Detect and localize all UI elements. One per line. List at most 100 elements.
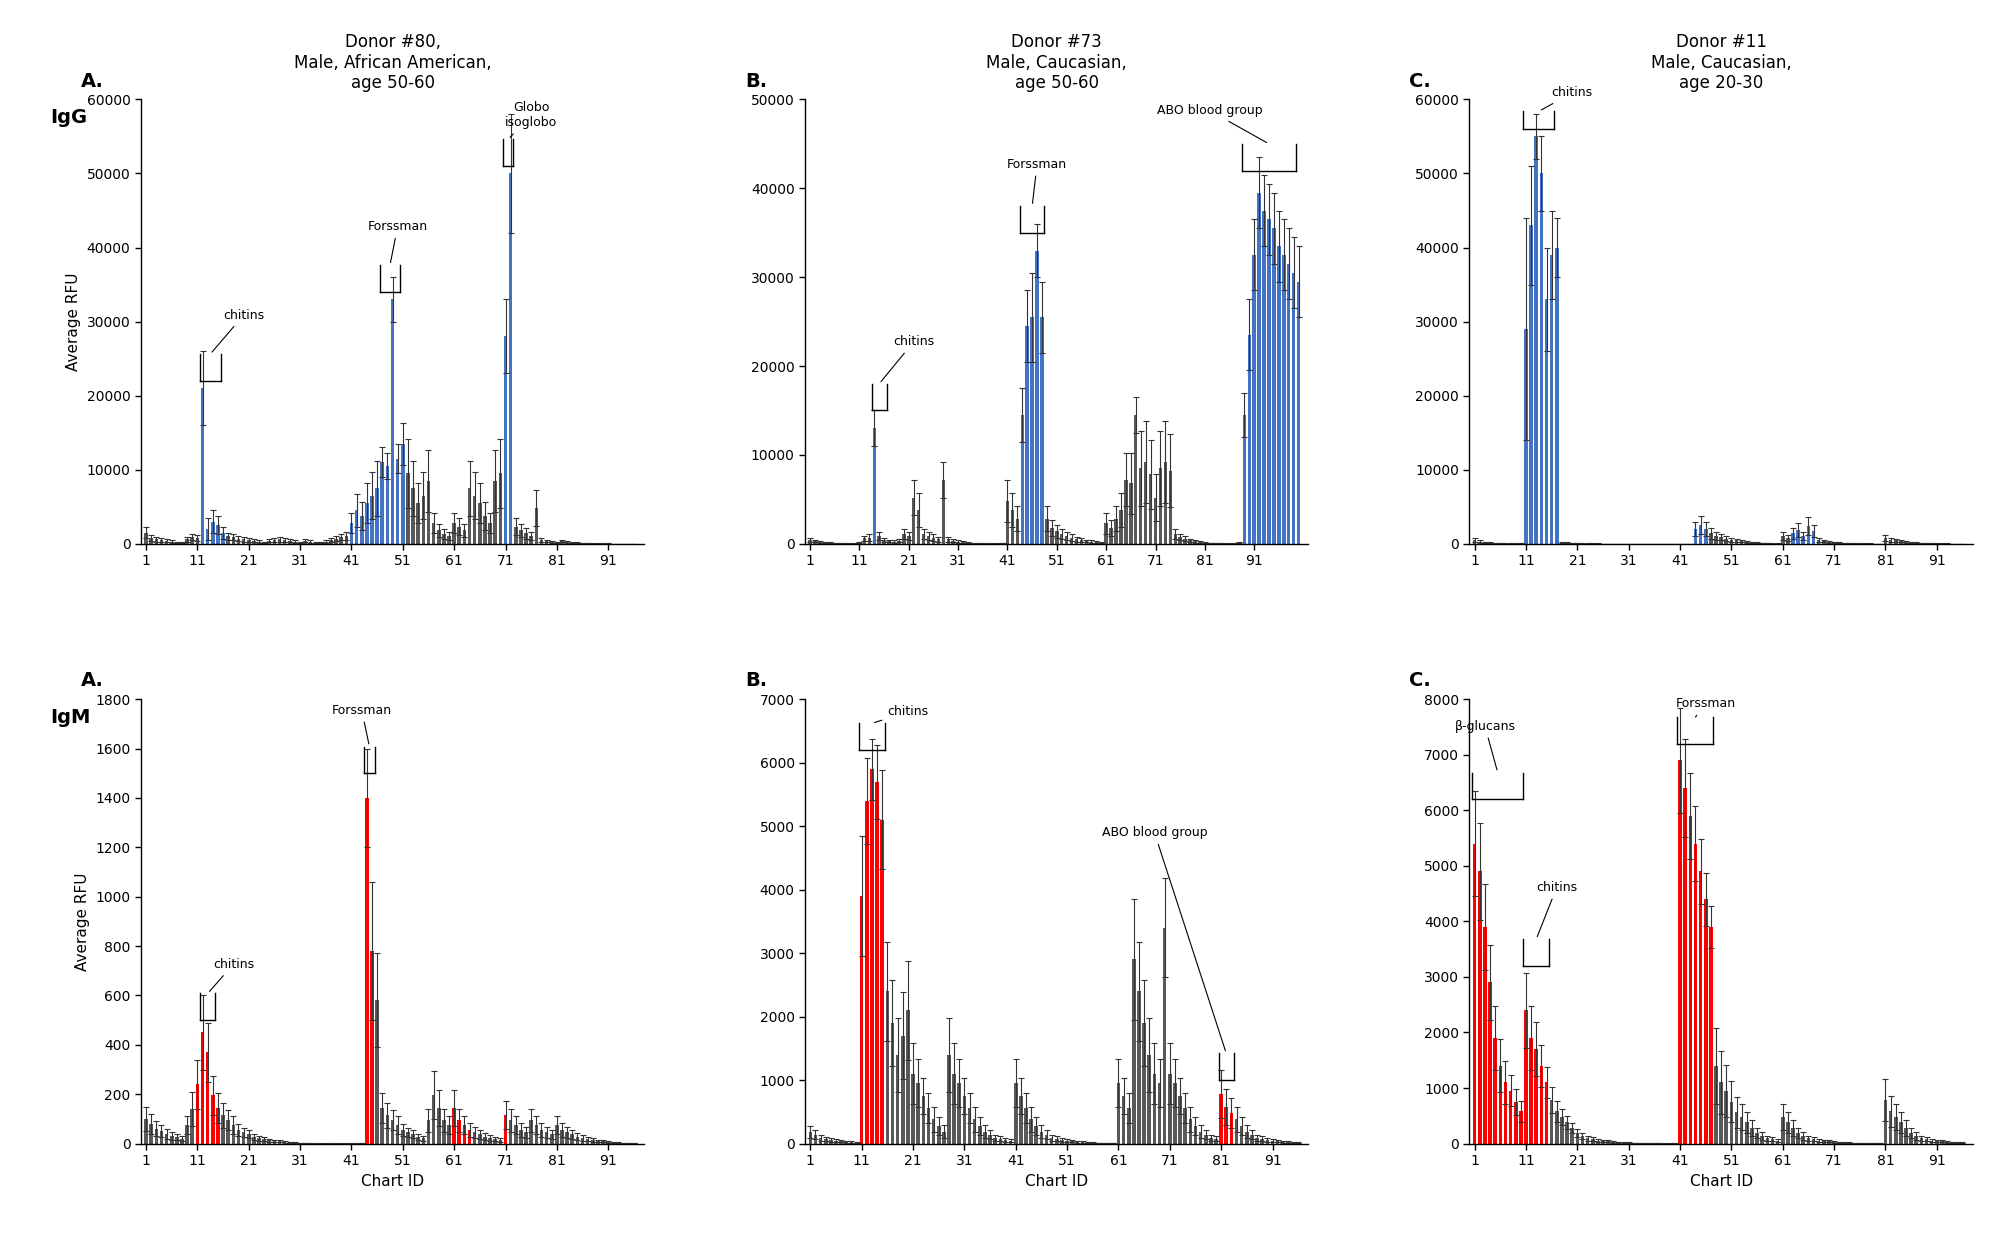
Bar: [175, 1137, 179, 1144]
Bar: [1149, 475, 1151, 543]
Bar: [1194, 1126, 1198, 1144]
Bar: [1782, 536, 1786, 543]
Bar: [880, 820, 884, 1144]
Bar: [1560, 1117, 1564, 1144]
Bar: [1745, 542, 1749, 543]
Bar: [411, 488, 415, 543]
Bar: [1908, 1134, 1912, 1144]
Bar: [1061, 1140, 1063, 1144]
Bar: [1725, 1091, 1727, 1144]
Bar: [1178, 537, 1182, 543]
Bar: [1510, 1091, 1512, 1144]
Bar: [1069, 537, 1073, 543]
Bar: [447, 1125, 451, 1144]
Text: Globo
isoglobo: Globo isoglobo: [505, 101, 558, 138]
Bar: [858, 542, 862, 543]
Bar: [1035, 1126, 1039, 1144]
Bar: [1683, 788, 1687, 1144]
Bar: [1898, 1122, 1902, 1144]
Bar: [1011, 510, 1015, 543]
Bar: [902, 534, 906, 543]
Bar: [1280, 1142, 1284, 1144]
Bar: [1920, 1139, 1922, 1144]
Bar: [417, 503, 421, 543]
Text: A.: A.: [81, 72, 103, 91]
Bar: [1796, 1134, 1800, 1144]
Bar: [1729, 539, 1733, 543]
Bar: [1478, 871, 1482, 1144]
Bar: [890, 1023, 894, 1144]
Bar: [1031, 317, 1035, 543]
Bar: [1061, 534, 1063, 543]
Bar: [1530, 1038, 1534, 1144]
Bar: [896, 1055, 900, 1144]
Bar: [1739, 541, 1743, 543]
Bar: [1004, 1140, 1006, 1144]
Bar: [1474, 539, 1476, 543]
Bar: [1029, 1120, 1033, 1144]
Bar: [350, 523, 352, 543]
Bar: [596, 1141, 600, 1144]
Bar: [1729, 1101, 1733, 1144]
Bar: [962, 542, 964, 543]
Bar: [922, 1096, 926, 1144]
Bar: [888, 541, 892, 543]
Bar: [181, 1139, 183, 1144]
Bar: [1276, 246, 1280, 543]
Bar: [242, 539, 246, 543]
X-axis label: Chart ID: Chart ID: [360, 1173, 425, 1188]
Bar: [1184, 539, 1188, 543]
Bar: [529, 1120, 533, 1144]
Bar: [1884, 1100, 1888, 1144]
Bar: [1796, 530, 1800, 543]
Bar: [284, 539, 286, 543]
Bar: [248, 539, 250, 543]
Bar: [360, 516, 364, 543]
Bar: [602, 1141, 604, 1144]
Bar: [1544, 1083, 1548, 1144]
Bar: [1204, 1135, 1208, 1144]
Bar: [876, 782, 880, 1144]
Bar: [1703, 530, 1707, 543]
Bar: [1065, 1141, 1069, 1144]
Bar: [1735, 541, 1739, 543]
Bar: [1194, 541, 1196, 543]
Bar: [1709, 927, 1713, 1144]
Bar: [284, 1142, 286, 1144]
Bar: [1828, 542, 1830, 543]
Bar: [238, 538, 240, 543]
Bar: [340, 537, 342, 543]
Bar: [1775, 1141, 1779, 1144]
Bar: [397, 459, 399, 543]
Bar: [391, 300, 395, 543]
Bar: [1159, 469, 1162, 543]
Bar: [328, 539, 332, 543]
Bar: [513, 1125, 517, 1144]
Bar: [1596, 1141, 1600, 1144]
Bar: [1832, 542, 1836, 543]
Bar: [215, 526, 219, 543]
Bar: [1123, 480, 1127, 543]
Bar: [1119, 510, 1123, 543]
Bar: [278, 1141, 282, 1144]
Bar: [1679, 761, 1681, 1144]
Bar: [1296, 282, 1300, 543]
Bar: [1039, 1131, 1043, 1144]
Bar: [467, 488, 471, 543]
Bar: [1904, 542, 1908, 543]
Bar: [314, 542, 318, 543]
Bar: [1520, 1111, 1522, 1144]
Bar: [1693, 844, 1697, 1144]
Bar: [1566, 1122, 1568, 1144]
Bar: [417, 1136, 421, 1144]
Bar: [221, 1115, 225, 1144]
Bar: [1894, 541, 1898, 543]
Bar: [1802, 1136, 1806, 1144]
Bar: [1945, 1142, 1949, 1144]
Bar: [829, 1140, 833, 1144]
Bar: [1474, 844, 1476, 1144]
Bar: [926, 1108, 930, 1144]
Title: Donor #73
Male, Caucasian,
age 50-60: Donor #73 Male, Caucasian, age 50-60: [986, 32, 1127, 92]
Bar: [523, 533, 527, 543]
Bar: [1248, 334, 1250, 543]
